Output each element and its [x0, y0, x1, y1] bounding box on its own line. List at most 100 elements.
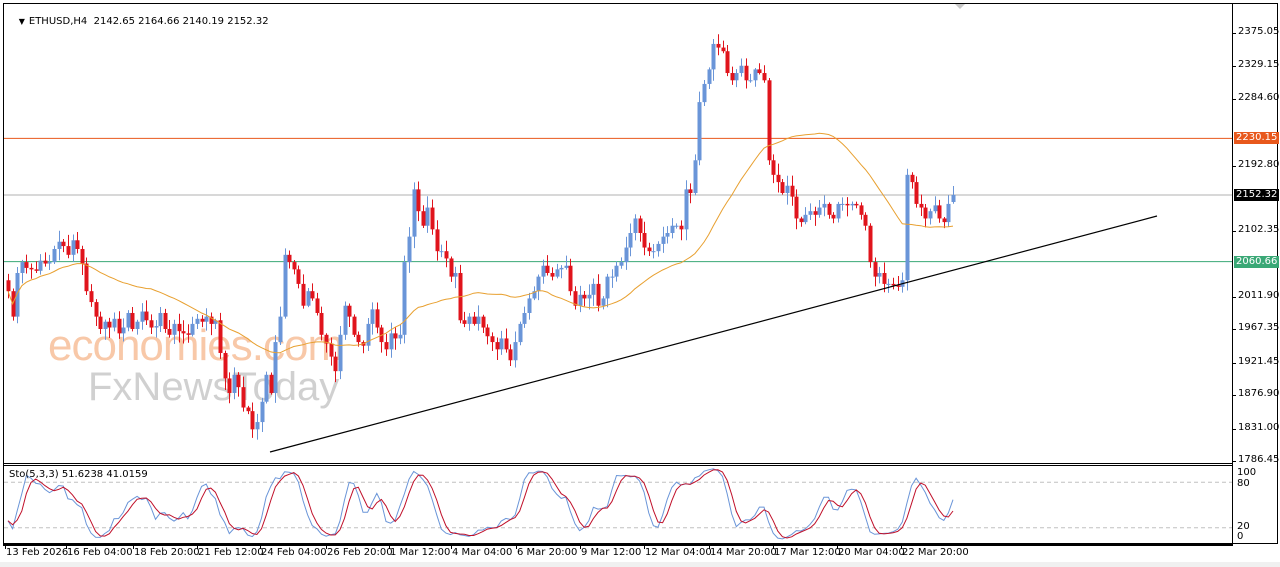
candle-body	[310, 291, 315, 299]
time-tick-label: 18 Feb 20:00	[134, 547, 200, 558]
time-tick-label: 17 Mar 12:00	[774, 547, 841, 558]
candle-body	[877, 272, 882, 277]
candle-body	[301, 283, 306, 306]
candle-body	[868, 225, 873, 263]
candle-body	[366, 323, 371, 346]
candle-body	[785, 185, 790, 194]
candle-body	[444, 251, 449, 259]
stochastic-signal-line	[7, 469, 954, 539]
candle-body	[319, 312, 324, 335]
candle-body	[195, 318, 200, 324]
candle-body	[767, 80, 772, 161]
candle-body	[167, 328, 172, 335]
candle-body	[614, 265, 619, 277]
stochastic-main-line	[7, 468, 954, 540]
candle-body	[324, 334, 329, 344]
watermark-fxnewstoday: FxNewsToday	[88, 365, 339, 409]
candle-body	[190, 323, 195, 335]
watermark-economies: economies.com	[48, 321, 343, 370]
candle-body	[508, 349, 513, 361]
price-tick-label: 1831.00	[1238, 421, 1280, 433]
time-tick-label: 16 Feb 04:00	[67, 547, 133, 558]
candle-body	[375, 309, 380, 328]
candle-body	[827, 203, 832, 215]
candle-body	[232, 374, 237, 393]
indicator-frame	[3, 465, 1233, 545]
candle-body	[177, 323, 182, 332]
candle-body	[476, 316, 481, 324]
candle-body	[467, 316, 472, 324]
candle-body	[75, 240, 80, 249]
candle-body	[227, 378, 232, 393]
candle-body	[416, 189, 421, 212]
candle-body	[942, 218, 947, 223]
time-tick-label: 4 Mar 04:00	[452, 547, 513, 558]
candle-body	[43, 260, 48, 264]
candle-body	[11, 291, 16, 317]
candle-body	[854, 203, 859, 206]
candle-body	[453, 272, 458, 277]
candle-body	[601, 298, 606, 306]
candle-body	[6, 280, 11, 292]
candle-body	[296, 269, 301, 284]
candle-body	[730, 73, 735, 81]
candle-body	[135, 321, 140, 329]
candle-body	[624, 247, 629, 263]
candle-body	[130, 312, 135, 329]
candle-body	[716, 43, 721, 48]
price-tick-label: 1967.35	[1238, 322, 1280, 334]
candle-body	[808, 211, 813, 215]
bottom-strip	[0, 562, 1280, 567]
price-tick-label: 1876.90	[1238, 388, 1280, 400]
candle-body	[292, 262, 297, 270]
candle-body	[568, 265, 573, 292]
candle-body	[52, 248, 57, 263]
candle-body	[352, 316, 357, 335]
candle-body	[333, 356, 338, 372]
time-tick-label: 20 Mar 04:00	[838, 547, 905, 558]
candle-body	[564, 265, 569, 268]
candle-body	[744, 65, 749, 81]
candle-body	[269, 374, 274, 393]
candle-body	[776, 174, 781, 183]
candle-body	[236, 374, 241, 388]
candle-body	[711, 43, 716, 70]
candle-body	[817, 207, 822, 215]
candle-body	[66, 246, 71, 255]
candle-body	[910, 174, 915, 183]
candle-body	[739, 65, 744, 74]
candle-body	[94, 302, 99, 317]
candle-body	[933, 205, 938, 212]
time-tick-label: 26 Feb 20:00	[327, 547, 393, 558]
candle-body	[154, 326, 159, 328]
candle-body	[398, 334, 403, 339]
current-price-price-tag: 2152.32	[1234, 188, 1280, 201]
time-tick-label: 14 Mar 20:00	[710, 547, 777, 558]
candle-body	[485, 327, 490, 337]
candle-body	[859, 205, 864, 215]
chart-shift-marker-icon	[955, 4, 965, 9]
stochastic-scale-label: 20	[1237, 521, 1250, 532]
candle-body	[799, 218, 804, 223]
candle-body	[923, 207, 928, 219]
time-tick-label: 22 Mar 20:00	[902, 547, 969, 558]
chart-title: ▼ ETHUSD,H4 2142.65 2164.66 2140.19 2152.…	[6, 5, 269, 38]
price-tick-label: 2011.90	[1238, 290, 1280, 302]
candle-body	[582, 294, 587, 299]
candle-body	[490, 336, 495, 343]
candle-body	[665, 233, 670, 237]
triangle-down-icon[interactable]: ▼	[18, 17, 25, 26]
time-tick-label: 6 Mar 20:00	[517, 547, 578, 558]
candle-body	[780, 182, 785, 194]
candle-body	[112, 318, 117, 328]
stochastic-label: Sto(5,3,3) 51.6238 41.0159	[9, 469, 148, 480]
candle-body	[771, 160, 776, 175]
candle-body	[213, 320, 218, 324]
candle-body	[393, 333, 398, 339]
candle-body	[402, 262, 407, 335]
candle-body	[15, 272, 20, 317]
candle-body	[329, 343, 334, 357]
candle-body	[919, 203, 924, 208]
candle-body	[619, 262, 624, 266]
